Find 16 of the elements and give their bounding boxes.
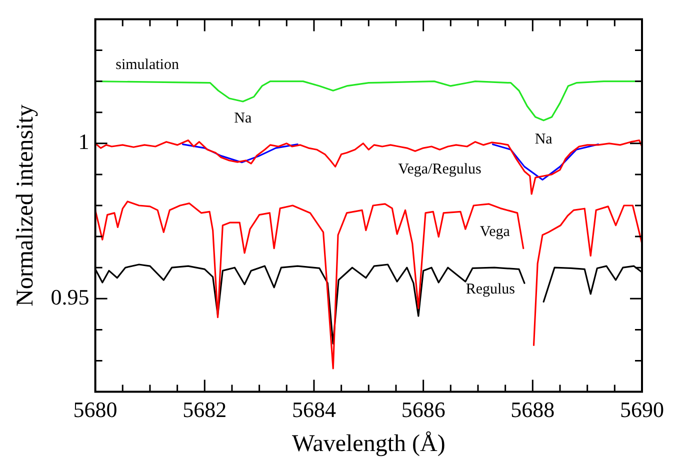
x-tick-label: 5686 — [401, 396, 446, 422]
x-tick-label: 5684 — [292, 396, 336, 422]
y-axis-title: Normalized intensity — [12, 104, 39, 306]
annotation: Na — [534, 131, 553, 148]
x-tick-label: 5682 — [182, 396, 227, 422]
x-tick-label: 5688 — [510, 396, 555, 422]
annotation: simulation — [116, 57, 180, 74]
y-tick-label: 0.95 — [50, 284, 90, 310]
x-tick-label: 5690 — [620, 396, 664, 422]
annotation: Regulus — [466, 282, 516, 298]
annotation: Vega/Regulus — [398, 162, 482, 178]
annotation: Vega — [480, 224, 510, 240]
x-tick-label: 5680 — [73, 396, 118, 422]
y-tick-label: 1 — [78, 129, 90, 154]
x-axis-title: Wavelength (Å) — [292, 430, 446, 457]
annotation: Na — [234, 110, 252, 126]
